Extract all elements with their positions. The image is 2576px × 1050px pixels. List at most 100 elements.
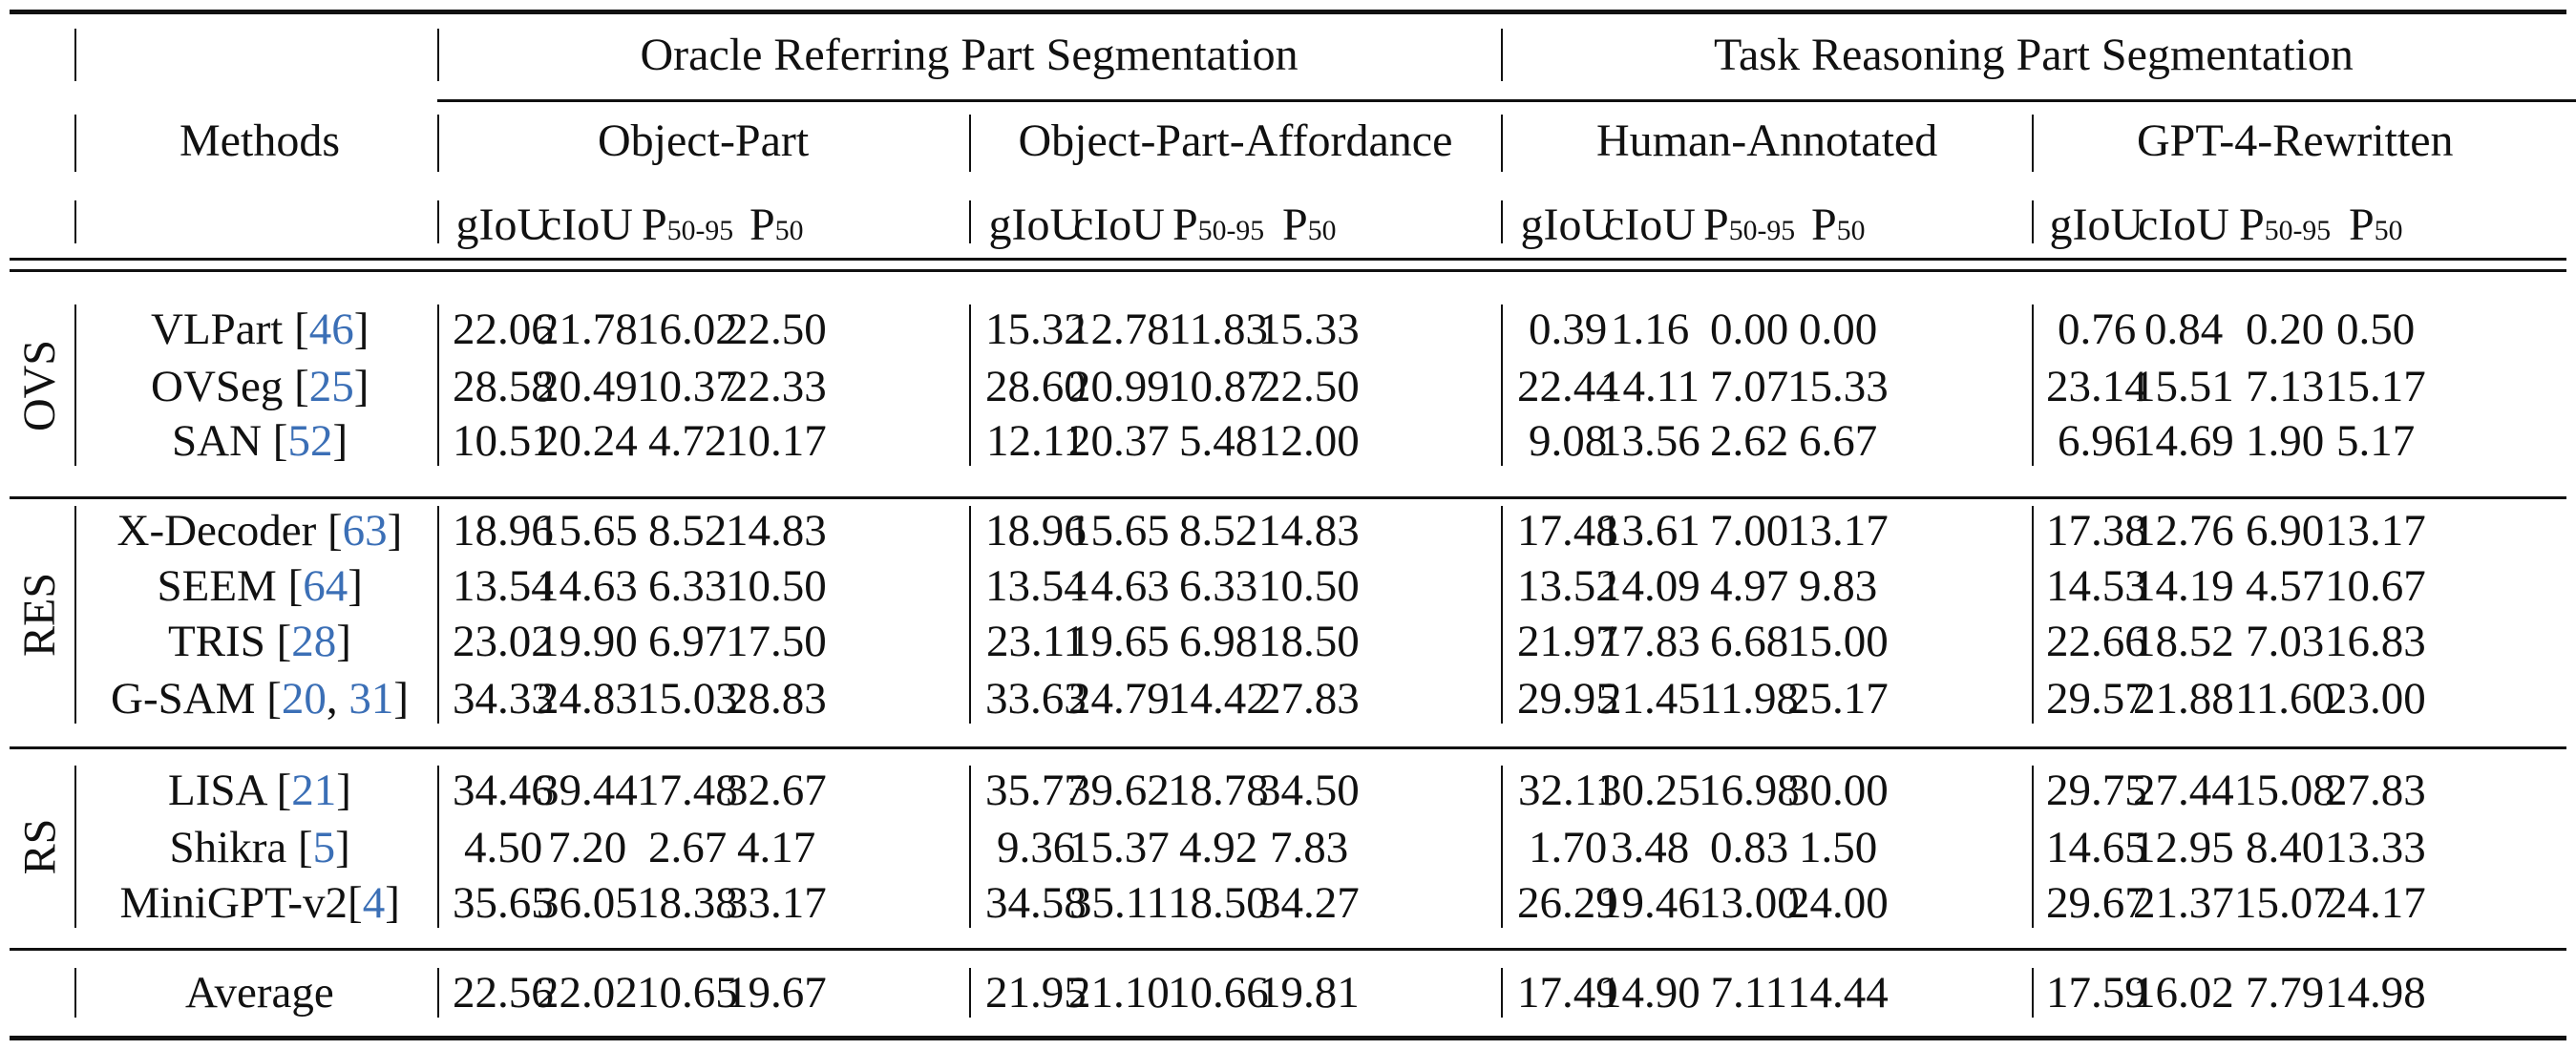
citation-link[interactable]: 52 [287, 415, 333, 466]
section-rule-res [10, 746, 2566, 749]
header-bar [969, 115, 971, 172]
table-cell: 14.09 [1599, 560, 1700, 611]
metric-base: P [642, 200, 667, 250]
table-cell: 1.90 [2246, 415, 2325, 466]
table-cell: 7.03 [2246, 616, 2325, 666]
section-label: OVS [14, 339, 66, 431]
citation-link[interactable]: 5 [312, 822, 336, 872]
citation-link[interactable]: 4 [362, 877, 386, 928]
group-header-oracle: Oracle Referring Part Segmentation [640, 30, 1299, 80]
table-cell: 20.49 [537, 361, 638, 411]
table-cell: 33.17 [726, 877, 827, 928]
table-cell: 36.05 [537, 877, 638, 928]
average-cell: 19.67 [726, 967, 827, 1018]
column-bar [74, 766, 76, 928]
citation-link[interactable]: 25 [308, 361, 354, 411]
table-cell: 6.98 [1179, 616, 1258, 666]
table-cell: 14.42 [1168, 673, 1269, 724]
table-cell: 34.27 [1258, 877, 1360, 928]
metric-header: P50 [1282, 202, 1336, 248]
citation-link[interactable]: 64 [303, 560, 348, 611]
header-bar [969, 200, 971, 243]
column-bar [969, 766, 971, 928]
table-cell: 24.00 [1787, 877, 1889, 928]
table-cell: 0.76 [2058, 304, 2137, 354]
citation-link[interactable]: 28 [291, 616, 337, 666]
table-cell: 17.48 [637, 765, 738, 815]
table-cell: 19.90 [537, 616, 638, 666]
table-cell: 33.63 [985, 673, 1087, 724]
table-cell: 2.67 [648, 822, 728, 872]
table-cell: 22.33 [726, 361, 827, 411]
citation-link[interactable]: 20 [281, 673, 327, 724]
table-cell: 14.69 [2133, 415, 2234, 466]
metric-header: gIoU [2050, 202, 2144, 248]
table-cell: 12.76 [2133, 505, 2234, 556]
table-cell: 5.48 [1179, 415, 1258, 466]
method-label: TRIS [ [168, 616, 292, 666]
method-label: MiniGPT-v2[ [119, 877, 363, 928]
table-cell: 9.36 [997, 822, 1076, 872]
average-cell: 10.66 [1168, 967, 1269, 1018]
metric-subscript: 50-95 [666, 215, 734, 246]
table-cell: 19.65 [1068, 616, 1170, 666]
table-cell: 29.95 [1517, 673, 1618, 724]
metric-base: gIoU [988, 200, 1084, 250]
header-bar [74, 29, 76, 81]
citation-bracket: ] [353, 304, 370, 354]
citation-link[interactable]: 63 [342, 505, 388, 556]
method-name: MiniGPT-v2[4] [119, 877, 400, 928]
table-cell: 10.67 [2325, 560, 2426, 611]
table-cell: 35.65 [453, 877, 554, 928]
table-cell: 13.61 [1599, 505, 1700, 556]
column-bar [2032, 304, 2034, 466]
table-cell: 24.17 [2325, 877, 2426, 928]
citation-bracket: ] [335, 822, 350, 872]
method-label: LISA [ [168, 765, 292, 815]
metric-subscript: 50 [1307, 215, 1337, 246]
citation-link[interactable]: 21 [291, 765, 337, 815]
average-cell: 21.95 [985, 967, 1087, 1018]
table-cell: 34.58 [985, 877, 1087, 928]
method-name: OVSeg [25] [151, 361, 369, 411]
table-cell: 5.17 [2336, 415, 2416, 466]
metric-header: P50 [750, 202, 803, 248]
table-cell: 7.00 [1710, 505, 1789, 556]
table-cell: 0.39 [1529, 304, 1608, 354]
subgroup-header: Object-Part [598, 116, 810, 166]
citation-link[interactable]: 31 [348, 673, 394, 724]
average-cell: 22.02 [537, 967, 638, 1018]
table-cell: 0.83 [1710, 822, 1789, 872]
citation-link[interactable]: 46 [308, 304, 354, 354]
table-cell: 32.67 [726, 765, 827, 815]
metric-base: P [1282, 200, 1308, 250]
table-cell: 30.00 [1787, 765, 1889, 815]
method-name: SEEM [64] [158, 560, 363, 611]
citation-bracket: ] [393, 673, 410, 724]
table-cell: 0.84 [2144, 304, 2224, 354]
header-bar [1501, 29, 1503, 81]
table-cell: 7.07 [1710, 361, 1789, 411]
citation-bracket: ] [336, 765, 351, 815]
table-cell: 16.98 [1699, 765, 1800, 815]
header-bar [437, 29, 439, 81]
column-bar [1501, 766, 1503, 928]
metric-header: gIoU [989, 202, 1084, 248]
table-cell: 22.50 [1258, 361, 1360, 411]
table-cell: 27.83 [1258, 673, 1360, 724]
table-cell: 29.75 [2046, 765, 2147, 815]
subgroup-header: GPT-4-Rewritten [2137, 116, 2454, 166]
table-cell: 13.52 [1517, 560, 1618, 611]
method-label: G-SAM [ [111, 673, 282, 724]
table-cell: 6.33 [1179, 560, 1258, 611]
column-bar [437, 506, 439, 724]
table-cell: 28.60 [985, 361, 1087, 411]
table-cell: 14.63 [1068, 560, 1170, 611]
table-cell: 11.60 [2235, 673, 2335, 724]
citation-bracket: ] [387, 505, 403, 556]
table-cell: 15.03 [637, 673, 738, 724]
method-label: VLPart [ [151, 304, 309, 354]
average-cell: 14.44 [1787, 967, 1889, 1018]
column-bar [969, 506, 971, 724]
metric-subscript: 50 [2374, 215, 2403, 246]
